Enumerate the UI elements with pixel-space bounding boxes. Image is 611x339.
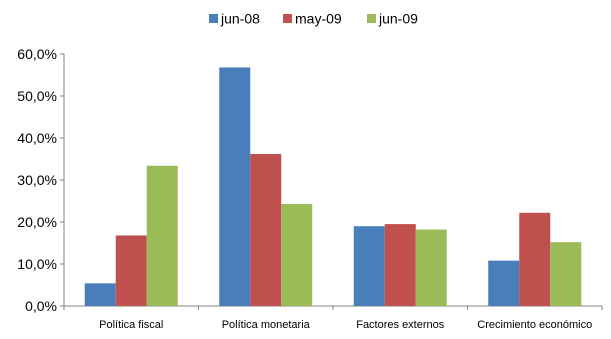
legend-label: jun-09 — [378, 11, 418, 27]
y-tick-label: 20,0% — [17, 214, 57, 230]
x-axis: Política fiscal Política monetaria Factore… — [63, 305, 603, 331]
legend-label: jun-08 — [220, 11, 260, 27]
bars — [84, 67, 582, 306]
y-axis: 0,0% 10,0% 20,0% 30,0% 40,0% 50,0% 60,0% — [17, 46, 65, 314]
legend-swatch — [367, 14, 376, 23]
bar — [415, 229, 447, 306]
bar — [146, 165, 178, 306]
bar — [488, 260, 520, 306]
bar — [250, 153, 282, 306]
legend: jun-08 may-09 jun-09 — [209, 11, 418, 27]
bar — [115, 235, 147, 306]
x-tick-label: Crecimiento económico — [477, 319, 592, 331]
bar — [219, 67, 251, 306]
y-tick-label: 10,0% — [17, 256, 57, 272]
x-tick-label: Política fiscal — [99, 319, 163, 331]
y-tick-label: 0,0% — [25, 298, 57, 314]
legend-swatch — [209, 14, 218, 23]
x-tick-label: Política monetaria — [222, 319, 311, 331]
y-tick-label: 60,0% — [17, 46, 57, 62]
y-tick-label: 40,0% — [17, 130, 57, 146]
bar — [550, 242, 582, 306]
bar — [281, 203, 313, 306]
legend-label: may-09 — [295, 11, 342, 27]
y-tick-label: 50,0% — [17, 88, 57, 104]
bar — [353, 226, 385, 306]
bar — [384, 224, 416, 306]
legend-swatch — [283, 14, 292, 23]
bar — [84, 283, 116, 306]
x-tick-label: Factores externos — [356, 319, 445, 331]
bar — [519, 212, 551, 306]
y-tick-label: 30,0% — [17, 172, 57, 188]
